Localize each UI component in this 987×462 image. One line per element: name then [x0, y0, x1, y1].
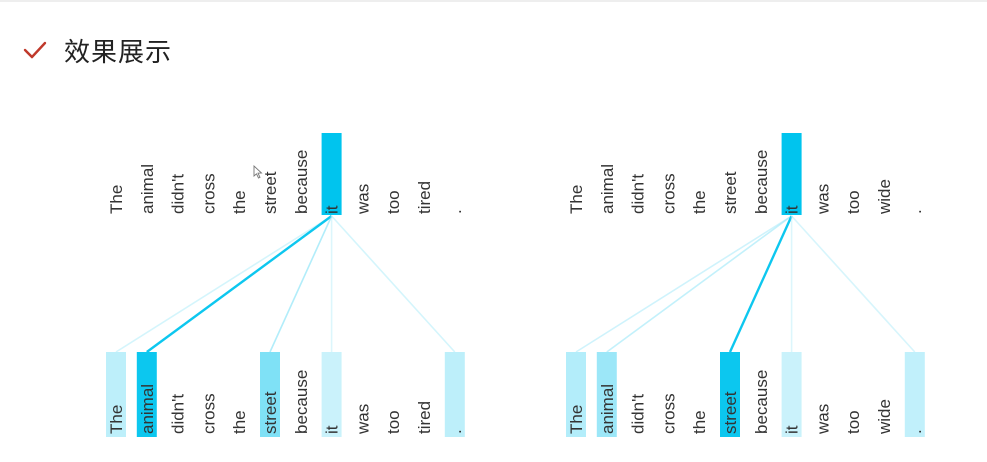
attention-line: [146, 215, 333, 353]
key-token: didn't: [629, 394, 648, 434]
query-token: street: [721, 171, 740, 214]
mouse-cursor-icon: [253, 165, 263, 179]
query-token: animal: [598, 164, 617, 214]
key-token: the: [690, 410, 709, 434]
query-token: cross: [659, 173, 678, 214]
attention-panel-2: The animal didn't cross the street because it wa…: [566, 133, 925, 437]
query-token: it: [783, 205, 802, 214]
attention-line: [269, 215, 333, 353]
key-token: because: [752, 370, 771, 434]
query-token: the: [690, 190, 709, 214]
query-token: because: [752, 150, 771, 214]
query-token: it: [323, 205, 342, 214]
section-title: 效果展示: [64, 37, 173, 68]
key-token: too: [384, 410, 403, 434]
key-token: animal: [138, 384, 157, 434]
query-token: The: [107, 185, 126, 214]
attention-lines: [575, 215, 916, 353]
query-token: street: [261, 171, 280, 214]
key-token: was: [353, 404, 372, 435]
query-token: animal: [138, 164, 157, 214]
query-token: .: [906, 209, 925, 214]
focus-highlight: [321, 133, 342, 215]
key-token: the: [230, 410, 249, 434]
key-token: didn't: [169, 394, 188, 434]
attention-line: [575, 215, 793, 353]
attention-weight-box: [260, 352, 280, 437]
query-token: was: [353, 184, 372, 215]
query-token: The: [567, 185, 586, 214]
key-token: cross: [199, 393, 218, 434]
key-token: it: [323, 425, 342, 434]
top-divider: [0, 0, 987, 2]
check-icon: [23, 41, 47, 59]
query-token: .: [446, 209, 465, 214]
attention-weight-box: [444, 352, 465, 437]
key-token: .: [906, 429, 925, 434]
attention-line: [115, 215, 333, 353]
query-token: because: [292, 150, 311, 214]
key-token: wide: [875, 399, 894, 435]
query-token: tired: [415, 181, 434, 214]
attention-weight-box: [781, 352, 802, 437]
key-token: it: [783, 425, 802, 434]
attention-weight-box: [596, 352, 617, 437]
key-token: was: [813, 404, 832, 435]
query-token: wide: [875, 179, 894, 215]
query-token: didn't: [169, 174, 188, 214]
attention-weight-box: [136, 352, 157, 437]
key-token: tired: [415, 401, 434, 434]
section-heading: 效果展示: [22, 32, 172, 68]
attention-line: [331, 215, 456, 353]
attention-weight-box: [566, 352, 586, 437]
key-token: The: [567, 405, 586, 434]
key-token: .: [446, 429, 465, 434]
key-token: because: [292, 370, 311, 434]
attention-weight-box: [904, 352, 925, 437]
attention-lines: [115, 215, 456, 353]
query-token: too: [844, 190, 863, 214]
query-token: was: [813, 184, 832, 215]
key-token: animal: [598, 384, 617, 434]
key-token: cross: [659, 393, 678, 434]
query-token: too: [384, 190, 403, 214]
attention-panel-1: The animal didn't cross the street because it wa…: [106, 133, 465, 437]
query-token: the: [230, 190, 249, 214]
attention-weight-box: [720, 352, 740, 437]
attention-weight-box: [321, 352, 342, 437]
focus-highlight: [781, 133, 802, 215]
key-token: street: [721, 391, 740, 434]
query-token: cross: [199, 173, 218, 214]
key-token: too: [844, 410, 863, 434]
attention-line: [791, 215, 916, 353]
attention-line: [606, 215, 793, 353]
query-token: didn't: [629, 174, 648, 214]
attention-weight-box: [106, 352, 126, 437]
key-token: The: [107, 405, 126, 434]
key-token: street: [261, 391, 280, 434]
attention-line: [728, 215, 793, 353]
